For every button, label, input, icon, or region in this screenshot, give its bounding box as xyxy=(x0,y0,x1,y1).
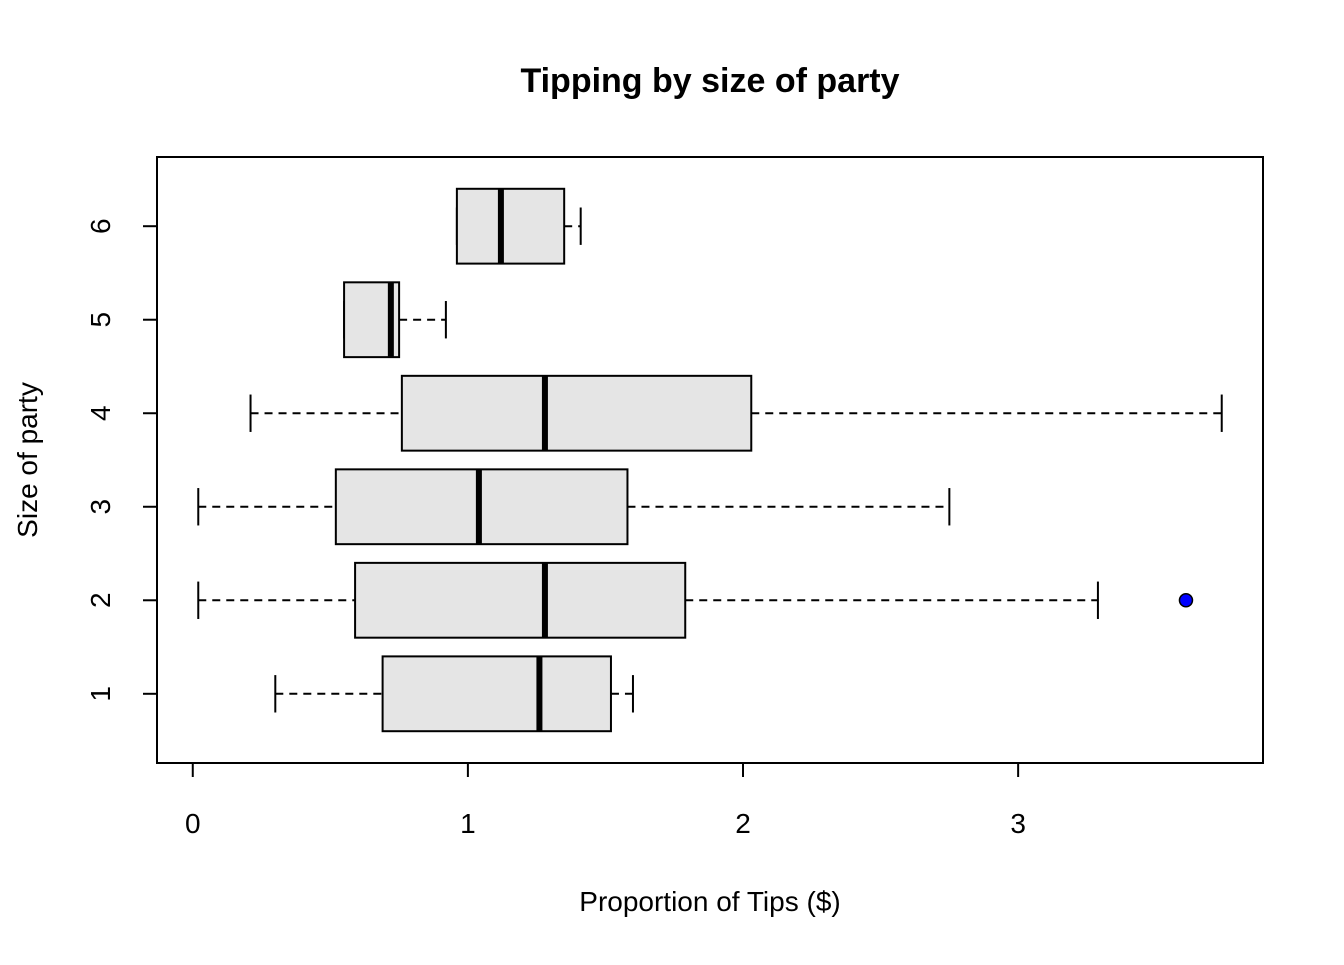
x-tick-label: 2 xyxy=(735,808,751,839)
box xyxy=(400,374,753,452)
outlier xyxy=(1178,593,1194,608)
y-tick-label: 4 xyxy=(85,405,116,421)
y-tick-label: 1 xyxy=(85,686,116,702)
box xyxy=(455,187,566,265)
box xyxy=(381,655,612,733)
y-tick-label: 6 xyxy=(85,218,116,234)
y-axis-label: Size of party xyxy=(12,382,43,538)
x-tick-label: 0 xyxy=(185,808,201,839)
x-tick-label: 3 xyxy=(1010,808,1026,839)
y-tick-label: 3 xyxy=(85,499,116,515)
x-axis-label: Proportion of Tips ($) xyxy=(579,886,840,917)
y-tick-label: 5 xyxy=(85,312,116,328)
chart-title: Tipping by size of party xyxy=(520,62,899,100)
plot-frame xyxy=(156,156,1264,764)
box xyxy=(354,561,687,639)
x-tick-label: 1 xyxy=(460,808,476,839)
y-tick-label: 2 xyxy=(85,592,116,608)
